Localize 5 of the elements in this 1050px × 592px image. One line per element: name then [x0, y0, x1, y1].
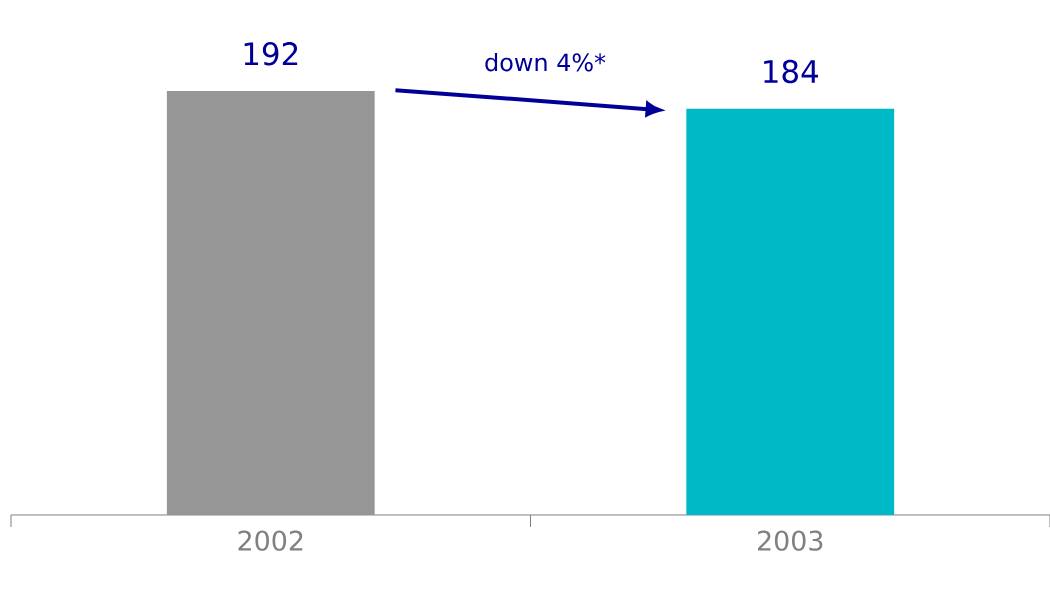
text: down 4%* — [485, 52, 606, 72]
x-tick-label: 2003 — [757, 530, 823, 551]
data-label: 192 — [244, 42, 298, 66]
x-tick-label: 2002 — [238, 530, 303, 551]
data-label: 184 — [764, 59, 818, 84]
